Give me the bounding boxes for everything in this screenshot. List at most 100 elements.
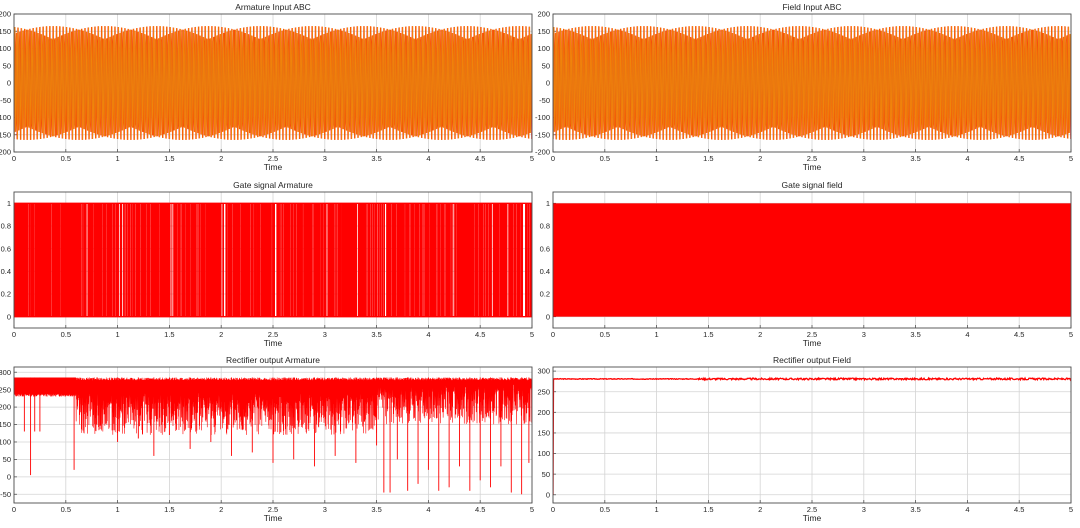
x-tick-label: 0 (12, 330, 16, 339)
y-tick-label: 150 (537, 27, 550, 36)
y-tick-label: 100 (0, 44, 11, 53)
x-tick-label: 2 (758, 330, 762, 339)
y-tick-label: 0.2 (540, 290, 550, 299)
chart-title: Rectifier output Armature (226, 355, 320, 365)
x-tick-label: 2 (758, 154, 762, 163)
chart-title: Field Input ABC (782, 2, 841, 12)
series-line-2 (553, 26, 1071, 140)
series-group (553, 26, 1071, 140)
y-tick-label: 150 (537, 429, 550, 438)
y-tick-label: -200 (0, 148, 11, 157)
x-tick-label: 4.5 (1014, 505, 1024, 514)
y-tick-label: 150 (0, 420, 11, 429)
x-tick-label: 4 (965, 154, 969, 163)
chart-rectifier-field: 0 0.5 1 1.5 2 2.5 3 3.5 4 4.5 5 300 250 200 150 100 50 0 R… (537, 355, 1073, 523)
x-tick-label: 2 (219, 154, 223, 163)
x-tick-label: 0.5 (61, 505, 71, 514)
x-tick-label: 1 (116, 505, 120, 514)
y-tick-label: 0 (7, 312, 11, 321)
y-tick-label: 250 (0, 385, 11, 394)
x-tick-label: 3.5 (371, 154, 381, 163)
y-tick-label: 100 (0, 438, 11, 447)
y-tick-label: 50 (3, 61, 11, 70)
chart-title: Gate signal Armature (233, 180, 313, 190)
y-tick-label: 300 (537, 367, 550, 376)
y-tick-label: 150 (0, 27, 11, 36)
series-line-2 (14, 26, 532, 140)
axes-box (552, 191, 1072, 329)
x-tick-label: 0.5 (600, 154, 610, 163)
x-tick-label: 4.5 (1014, 330, 1024, 339)
x-tick-label: 3 (862, 330, 866, 339)
x-axis-label: Time (803, 162, 822, 172)
x-tick-label: 5 (1069, 330, 1073, 339)
y-tick-label: 1 (7, 199, 11, 208)
x-tick-label: 1.5 (164, 330, 174, 339)
series-group (553, 203, 1071, 317)
chart-title: Rectifier output Field (773, 355, 851, 365)
y-tick-label: 0 (546, 79, 550, 88)
x-tick-label: 0.5 (61, 154, 71, 163)
x-tick-label: 3 (862, 154, 866, 163)
x-tick-label: 0 (551, 330, 555, 339)
y-tick-label: 200 (537, 408, 550, 417)
x-tick-label: 1.5 (164, 505, 174, 514)
y-tick-label: 0 (7, 472, 11, 481)
axes-box (13, 366, 533, 504)
axes-box (13, 13, 533, 153)
y-tick-label: 0.2 (1, 290, 11, 299)
x-tick-label: 2.5 (807, 330, 817, 339)
y-tick-label: 200 (0, 10, 11, 19)
x-tick-label: 3.5 (371, 505, 381, 514)
x-tick-label: 2 (219, 505, 223, 514)
y-tick-label: -100 (535, 113, 550, 122)
x-axis-label: Time (264, 338, 283, 348)
y-tick-label: 1 (546, 199, 550, 208)
y-tick-label: 200 (537, 10, 550, 19)
y-tick-label: 0 (7, 79, 11, 88)
chart-rectifier-armature: 0 0.5 1 1.5 2 2.5 3 3.5 4 4.5 5300250200150100500-… (0, 355, 534, 523)
x-tick-label: 0 (12, 154, 16, 163)
x-tick-label: 0.5 (61, 330, 71, 339)
x-tick-label: 5 (1069, 154, 1073, 163)
x-tick-label: 4 (965, 505, 969, 514)
y-tick-label: 50 (542, 61, 550, 70)
x-tick-label: 4.5 (475, 154, 485, 163)
x-tick-label: 2.5 (268, 505, 278, 514)
x-tick-label: 1.5 (703, 154, 713, 163)
x-axis-label: Time (803, 513, 822, 523)
y-tick-label: 0.8 (1, 222, 11, 231)
y-tick-label: 250 (537, 387, 550, 396)
x-tick-label: 4.5 (475, 330, 485, 339)
y-tick-label: 0.4 (540, 267, 550, 276)
y-tick-label: 50 (542, 470, 550, 479)
y-tick-label: 0.4 (1, 267, 11, 276)
x-tick-label: 4 (426, 154, 430, 163)
chart-gate-field: 0 0.5 1 1.5 2 2.5 3 3.5 4 4.5 5 1 0.8 0.6 0.4 0.2 0 Gate … (540, 180, 1074, 348)
x-tick-label: 3.5 (910, 330, 920, 339)
x-tick-label: 5 (530, 505, 534, 514)
x-tick-label: 4 (426, 505, 430, 514)
x-tick-label: 2.5 (268, 154, 278, 163)
x-tick-label: 4 (426, 330, 430, 339)
x-tick-label: 2 (758, 505, 762, 514)
x-tick-label: 3 (323, 154, 327, 163)
x-tick-label: 1 (116, 154, 120, 163)
axes-box (13, 191, 533, 329)
x-tick-label: 0.5 (600, 505, 610, 514)
x-tick-label: 5 (530, 330, 534, 339)
x-tick-label: 1 (655, 330, 659, 339)
x-tick-label: 0.5 (600, 330, 610, 339)
x-tick-label: 3.5 (910, 505, 920, 514)
x-tick-label: 1 (655, 154, 659, 163)
x-tick-label: 3.5 (910, 154, 920, 163)
y-tick-label: 300 (0, 368, 11, 377)
y-tick-label: 0.8 (540, 222, 550, 231)
x-tick-label: 3 (862, 505, 866, 514)
y-tick-label: -50 (539, 96, 550, 105)
y-tick-label: -50 (0, 96, 11, 105)
y-tick-label: -150 (0, 130, 11, 139)
x-axis-label: Time (264, 513, 283, 523)
x-tick-label: 4.5 (475, 505, 485, 514)
